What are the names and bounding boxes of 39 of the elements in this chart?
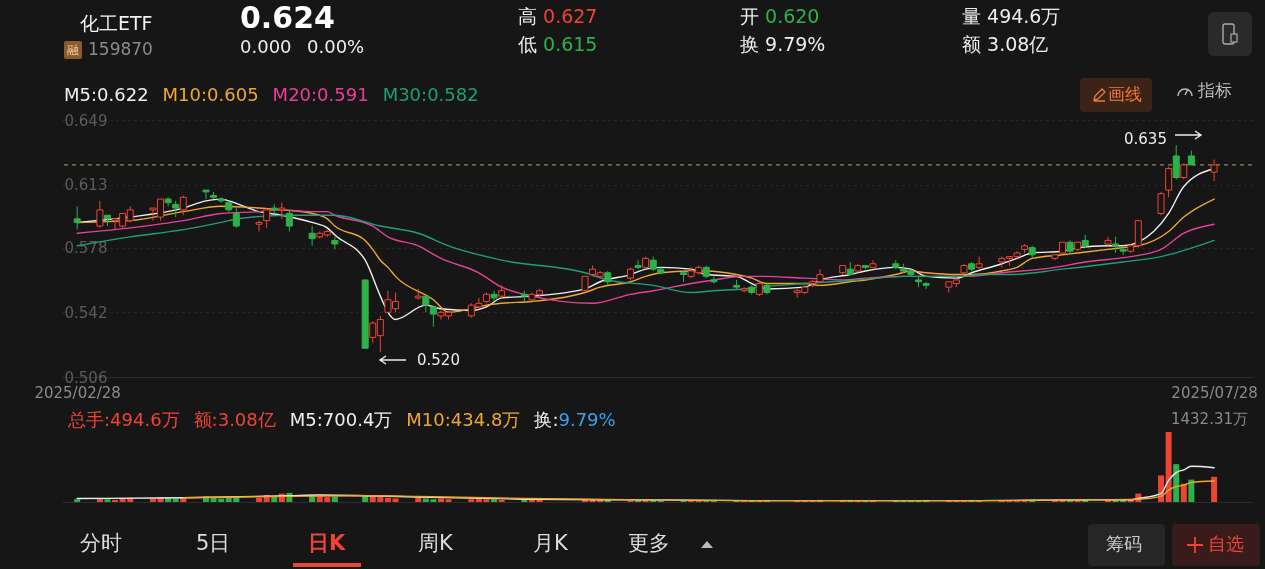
text: 0.000 (240, 36, 292, 58)
text: 周K (418, 531, 453, 557)
chart-title: 化工ETF (80, 12, 153, 35)
text: 画线 (1108, 84, 1142, 105)
text: 筹码 (1106, 533, 1142, 555)
text: 5日 (196, 531, 231, 557)
text: 自选 (1208, 533, 1244, 555)
x-tick-label: 2025/07/28 (1171, 383, 1258, 402)
y-tick-label: 0.578 (64, 239, 108, 258)
text: M5:700.4万 (289, 409, 393, 431)
text: 0.624 (240, 0, 335, 36)
text: 指标 (1198, 80, 1232, 101)
text: 159870 (88, 39, 153, 60)
text: 日K (308, 531, 346, 557)
text: 低 0.615 (518, 33, 598, 55)
text: 换:9.79% (534, 409, 616, 430)
text: M30:0.582 (382, 84, 479, 106)
text: 换 9.79% (740, 33, 826, 55)
annotation: 0.635 (1124, 130, 1167, 148)
text: 分时 (80, 531, 122, 557)
text: 月K (533, 531, 568, 557)
y-tick-label: 0.649 (64, 111, 108, 130)
annotation: 0.520 (417, 351, 460, 369)
text: M10:434.8万 (406, 409, 521, 431)
text: 开 0.620 (740, 5, 820, 27)
text: 量 494.6万 (962, 5, 1061, 27)
text: 总手:494.6万 (68, 409, 180, 431)
text: M20:0.591 (272, 84, 369, 106)
text: 高 0.627 (518, 5, 598, 27)
text: 额 3.08亿 (962, 33, 1049, 55)
text: M10:0.605 (162, 84, 259, 106)
text: 0.00% (307, 36, 365, 58)
text: 融 (64, 41, 82, 59)
y-tick-label: 0.613 (64, 176, 108, 195)
text: 更多 (628, 531, 670, 557)
y-tick-label: 0.542 (64, 303, 108, 322)
text: M5:0.622 (64, 84, 149, 106)
text: 额:3.08亿 (193, 409, 276, 431)
text: 1432.31万 (1170, 410, 1248, 428)
